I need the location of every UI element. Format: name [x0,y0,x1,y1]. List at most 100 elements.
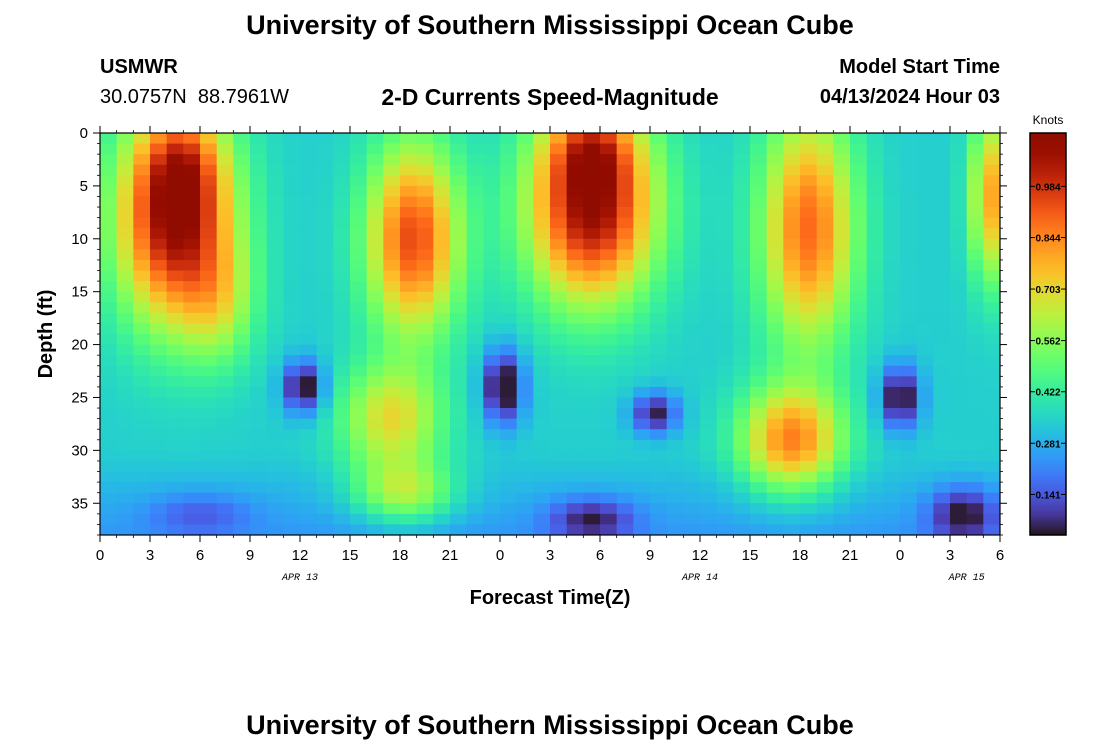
heatmap-cell [166,344,184,356]
heatmap-cell [166,175,184,187]
heatmap-cell [900,503,918,515]
heatmap-cell [183,482,201,494]
heatmap-cell [616,471,634,483]
heatmap-cell [466,143,484,155]
heatmap-cell [116,386,134,398]
heatmap-cell [300,376,318,388]
heatmap-cell [416,196,434,208]
heatmap-cell [516,524,534,536]
heatmap-cell [583,524,601,536]
heatmap-cell [683,524,701,536]
heatmap-cell [483,460,501,472]
heatmap-cell [683,228,701,240]
heatmap-cell [166,376,184,388]
heatmap-cell [100,450,118,462]
heatmap-cell [283,492,301,504]
heatmap-cell [716,397,734,409]
heatmap-cell [950,482,968,494]
heatmap-cell [316,323,334,335]
heatmap-cell [333,207,351,219]
heatmap-cell [433,143,451,155]
heatmap-cell [733,133,751,144]
heatmap-cell [266,175,284,187]
heatmap-cell [666,133,684,144]
heatmap-cell [583,503,601,515]
heatmap-cell [133,418,151,430]
heatmap-cell [983,185,1001,197]
heatmap-cell [466,482,484,494]
heatmap-cell [483,228,501,240]
heatmap-cell [266,460,284,472]
heatmap-cell [916,492,934,504]
heatmap-cell [233,270,251,282]
heatmap-cell [450,482,468,494]
heatmap-cell [700,154,718,166]
heatmap-cell [366,270,384,282]
heatmap-cell [466,133,484,144]
heatmap-cell [550,418,568,430]
heatmap-cell [783,270,801,282]
heatmap-cell [850,450,868,462]
model-start-label: Model Start Time [839,56,1000,78]
heatmap-cell [333,238,351,250]
heatmap-cell [366,133,384,144]
heatmap-cell [516,450,534,462]
heatmap-cell [550,312,568,324]
heatmap-cell [433,439,451,451]
heatmap-cell [150,323,168,335]
heatmap-cell [866,492,884,504]
heatmap-cell [266,196,284,208]
heatmap-cell [233,133,251,144]
heatmap-cell [166,196,184,208]
heatmap-cell [933,386,951,398]
heatmap-cell [933,471,951,483]
heatmap-cell [600,185,618,197]
heatmap-cell [383,450,401,462]
heatmap-cell [733,334,751,345]
heatmap-cell [366,259,384,271]
heatmap-cell [566,439,584,451]
heatmap-cell [816,154,834,166]
heatmap-cell [866,482,884,494]
heatmap-cell [966,270,984,282]
heatmap-cell [400,270,418,282]
heatmap-cell [800,471,818,483]
heatmap-cell [566,154,584,166]
heatmap-cell [150,291,168,303]
heatmap-cell [250,460,268,472]
heatmap-cell [883,133,901,144]
heatmap-cell [183,259,201,271]
heatmap-cell [133,376,151,388]
heatmap-cell [566,450,584,462]
heatmap-cell [766,302,784,314]
heatmap-cell [333,492,351,504]
heatmap-cell [400,450,418,462]
heatmap-cell [116,450,134,462]
heatmap-cell [850,439,868,451]
heatmap-cell [350,471,368,483]
heatmap-cell [466,323,484,335]
heatmap-cell [866,365,884,377]
heatmap-cell [600,355,618,367]
heatmap-cell [216,355,234,367]
heatmap-cell [650,376,668,388]
heatmap-cell [350,249,368,261]
heatmap-cell [250,238,268,250]
heatmap-cell [966,460,984,472]
heatmap-cell [633,439,651,451]
heatmap-cell [333,154,351,166]
heatmap-cell [250,207,268,219]
heatmap-cell [316,217,334,229]
heatmap-cell [233,397,251,409]
heatmap-cell [466,270,484,282]
heatmap-cell [650,503,668,515]
heatmap-cell [500,429,518,441]
heatmap-cell [866,164,884,176]
heatmap-cell [133,217,151,229]
heatmap-cell [416,217,434,229]
heatmap-cell [116,164,134,176]
heatmap-cell [733,355,751,367]
heatmap-cell [350,439,368,451]
heatmap-cell [800,196,818,208]
colorbar-tick-label: 0.844 [1035,234,1060,245]
